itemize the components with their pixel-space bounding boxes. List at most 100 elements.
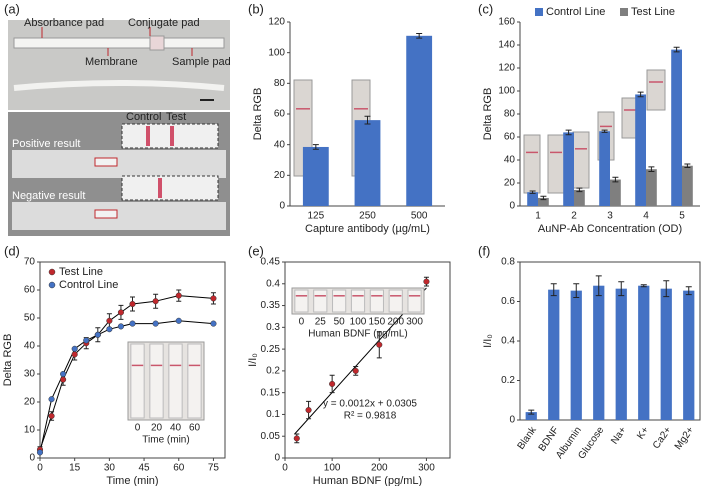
y-tick-label: 60 [504,132,516,143]
y-tick-label: 0.05 [261,431,281,442]
inset-label: 60 [189,423,201,434]
bar [635,94,646,206]
inset-label: 150 [369,317,386,328]
inset-label: 25 [315,317,327,328]
point [210,295,217,302]
x-tick-label: 3 [607,211,613,222]
strip-side [13,80,225,91]
window [94,209,118,219]
x-tick-label: 60 [173,463,185,474]
chart: (b) 0 20 40 60 80 100 120 Delta RGB Capture antib… [248,1,445,235]
inset-title: Human BDNF (pg/mL) [308,329,407,340]
y-tick-label: 40 [504,155,516,166]
error-bar [595,275,602,297]
error-bar [416,33,423,39]
pad [149,35,165,51]
error-bar [565,129,572,136]
point [129,300,136,308]
y-tick-label: 40 [24,341,36,352]
y-axis-label: Delta RGB [252,88,264,141]
error-bar [601,129,608,133]
point [175,292,182,299]
point [329,380,336,388]
y-tick-label: 0.35 [261,300,281,311]
error-bar [663,280,670,298]
y-tick-label: 0.6 [501,296,515,307]
bar [593,285,605,420]
y-tick-label: 160 [498,17,515,28]
zoom-label: Test [166,111,186,123]
x-tick-label: 0 [282,463,288,474]
legend-label: Control Line [59,279,118,291]
cassette [12,150,226,178]
point [423,278,430,285]
panel-a: (a) Absorbance pad Conjugate pad Membran… [4,1,231,236]
y-tick-label: 60 [274,109,286,120]
inset-strip [350,289,366,313]
point [152,320,159,327]
y-tick-label: 0 [29,453,35,464]
inset-label: 40 [170,423,182,434]
inset-label: 200 [387,317,404,328]
y-axis-label: Delta RGB [482,88,494,141]
chart: (e) 0 0.05 0.1 0.15 0.2 0.25 0.3 0.35 0.4 0.45 I/I₀… [247,243,451,486]
inset-strip [168,343,183,419]
bar [302,146,329,206]
bar [525,412,537,420]
y-tick-label: 10 [24,425,36,436]
y-tick-label: 40 [274,139,286,150]
y-tick-label: 0 [279,201,285,212]
point [293,435,300,442]
error-bar [612,176,619,183]
panel-label: (a) [4,1,20,16]
bar [354,120,381,206]
plot-frame [519,261,701,421]
point [376,341,383,348]
inset-strip [332,289,347,313]
panel-label: (c) [478,1,493,16]
y-tick-label: 20 [24,397,36,408]
bar [660,288,672,420]
y-tick-label: 0.2 [266,366,280,377]
point [117,323,124,330]
y-tick-label: 0 [274,453,280,464]
point [117,309,124,316]
inset-strip [407,289,422,313]
photo [523,134,541,194]
point [210,320,217,327]
x-axis-label: Human BDNF (pg/mL) [313,475,422,486]
panel-label: (b) [248,1,264,16]
point [94,331,101,338]
strip-label: Absorbance pad [24,17,104,29]
bar [574,189,585,206]
result-label: Positive result [12,138,80,150]
annotation: y = 0.0012x + 0.0305 [323,399,417,410]
x-tick-label: 125 [307,211,324,222]
panel-label: (d) [4,243,20,258]
zoom [121,175,219,201]
error-bar [528,409,535,415]
error-bar [540,195,547,201]
legend-swatch [48,281,56,289]
bar [683,290,695,420]
inset-strip [369,289,384,313]
x-tick-label: 1 [535,211,541,222]
bar [646,169,657,206]
x-axis-label: Time (min) [106,475,158,486]
point [175,317,182,324]
x-tick-label: 500 [411,211,428,222]
y-tick-label: 140 [498,40,515,51]
bar [671,49,682,206]
x-tick-label: K+ [635,425,651,442]
y-tick-label: 0.8 [501,257,515,268]
error-bar [312,144,319,150]
inset-label: 50 [334,317,346,328]
strip-label: Sample pad [172,56,231,68]
x-tick-label: 200 [371,463,388,474]
x-tick-label: 30 [104,463,116,474]
window [94,157,118,167]
chart: (f)00.20.40.60.8I/I₀BlankBDNFAlbuminGluc… [478,243,701,461]
y-axis-label: Delta RGB [2,334,14,387]
result-label: Negative result [12,190,85,202]
